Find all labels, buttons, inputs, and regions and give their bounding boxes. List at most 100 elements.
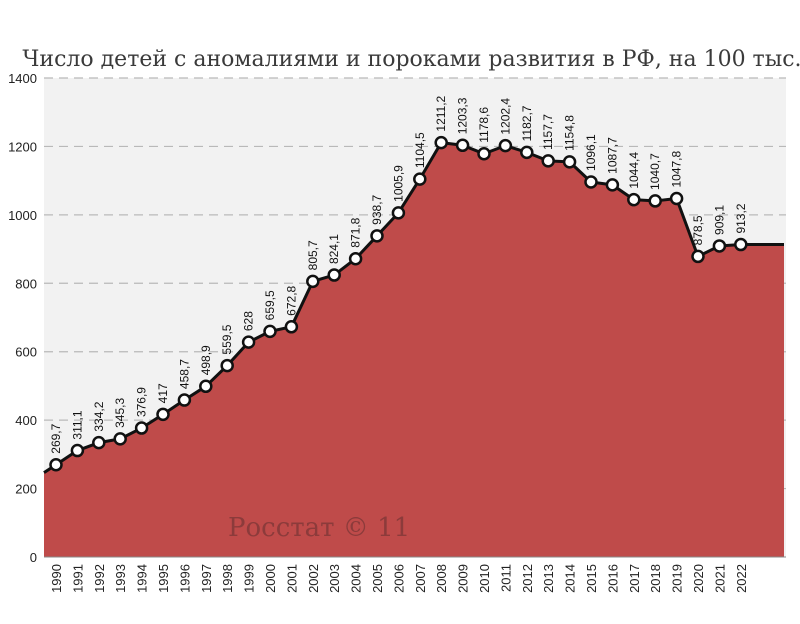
data-point xyxy=(541,154,555,168)
data-point xyxy=(627,192,641,207)
data-point xyxy=(177,393,192,407)
y-axis-ticks: 0 200 400 600 800 1000 1200 1400 xyxy=(8,71,37,565)
data-label: 1005,9 xyxy=(391,165,405,202)
data-label: 334,2 xyxy=(92,401,106,431)
data-point xyxy=(327,268,341,282)
data-point xyxy=(92,435,106,450)
data-points xyxy=(49,135,748,472)
y-tick-label: 1400 xyxy=(8,71,37,86)
data-label: 672,8 xyxy=(284,285,298,315)
data-label: 805,7 xyxy=(306,240,320,270)
data-point xyxy=(199,379,213,394)
x-tick-label: 2022 xyxy=(734,564,749,593)
x-tick-label: 2002 xyxy=(306,564,321,593)
x-tick-label: 2011 xyxy=(498,564,513,592)
data-point xyxy=(434,135,448,150)
data-point xyxy=(49,457,63,472)
x-tick-label: 1999 xyxy=(242,564,257,593)
x-tick-label: 2006 xyxy=(391,564,406,593)
data-label: 458,7 xyxy=(177,359,191,389)
data-point xyxy=(156,407,170,422)
data-point xyxy=(562,155,577,169)
x-tick-label: 1996 xyxy=(177,564,192,593)
x-tick-label: 1998 xyxy=(220,564,235,593)
data-label: 1178,6 xyxy=(477,107,491,143)
data-point xyxy=(691,249,705,264)
data-point xyxy=(648,194,662,208)
data-label: 1202,4 xyxy=(498,98,512,135)
data-point xyxy=(70,443,85,458)
data-label: 1096,1 xyxy=(584,134,598,171)
data-label: 1154,8 xyxy=(563,115,577,151)
data-point xyxy=(734,237,748,252)
y-tick-label: 1000 xyxy=(8,208,37,223)
data-label: 878,5 xyxy=(691,215,705,245)
x-tick-label: 2003 xyxy=(327,564,342,593)
data-label: 913,2 xyxy=(734,203,748,233)
x-tick-label: 2019 xyxy=(670,564,685,593)
data-point xyxy=(220,358,234,373)
data-point xyxy=(284,320,299,334)
x-tick-label: 2010 xyxy=(477,564,492,593)
data-label: 909,1 xyxy=(712,205,726,235)
data-point xyxy=(241,335,256,349)
data-label: 1203,3 xyxy=(456,97,470,134)
data-point xyxy=(263,324,277,339)
x-tick-label: 2013 xyxy=(541,564,556,593)
x-tick-label: 2014 xyxy=(563,564,578,593)
y-tick-label: 1200 xyxy=(8,139,37,154)
data-label: 498,9 xyxy=(199,345,213,375)
x-tick-label: 1990 xyxy=(49,564,64,593)
x-tick-label: 1992 xyxy=(92,564,107,593)
x-tick-label: 2016 xyxy=(605,564,620,593)
x-tick-label: 2000 xyxy=(263,564,278,593)
data-point xyxy=(413,172,427,186)
x-tick-label: 2005 xyxy=(370,564,385,593)
data-label: 1157,7 xyxy=(541,114,555,150)
data-label: 311,1 xyxy=(70,410,84,439)
data-point xyxy=(520,145,534,160)
data-point xyxy=(370,229,384,243)
y-tick-label: 0 xyxy=(30,550,37,565)
x-tick-label: 1994 xyxy=(135,564,150,593)
data-label: 269,7 xyxy=(49,423,63,453)
x-tick-label: 2001 xyxy=(284,564,299,593)
data-label: 824,1 xyxy=(327,234,341,264)
x-tick-label: 2008 xyxy=(434,564,449,593)
x-tick-label: 1997 xyxy=(199,564,214,593)
data-label: 1211,2 xyxy=(434,95,448,131)
data-label: 1044,4 xyxy=(627,152,641,189)
x-tick-label: 2012 xyxy=(520,564,535,593)
area-fill xyxy=(44,142,784,558)
data-label: 659,5 xyxy=(263,290,277,320)
data-label: 628 xyxy=(242,311,256,331)
chart-title: Число детей с аномалиями и пороками разв… xyxy=(22,47,800,72)
data-label: 417 xyxy=(156,383,170,403)
data-label: 1087,7 xyxy=(605,137,619,174)
x-tick-label: 1995 xyxy=(156,564,171,593)
data-point xyxy=(455,138,470,153)
data-label: 1040,7 xyxy=(648,153,662,190)
data-point xyxy=(669,191,684,206)
data-point xyxy=(477,147,491,161)
data-label: 1182,7 xyxy=(520,105,534,141)
y-tick-label: 800 xyxy=(15,276,37,291)
x-tick-label: 2020 xyxy=(691,564,706,593)
y-tick-label: 600 xyxy=(15,345,37,360)
x-axis-ticks: 1990 1991 1992 1993 1994 1995 1996 1997 1998 1999… xyxy=(49,564,749,593)
data-label: 559,5 xyxy=(220,324,234,354)
data-point xyxy=(134,421,149,435)
data-label: 1104,5 xyxy=(413,132,427,168)
y-tick-label: 400 xyxy=(15,413,37,428)
x-tick-label: 1991 xyxy=(70,564,85,593)
x-tick-label: 2021 xyxy=(712,564,727,593)
y-tick-label: 200 xyxy=(15,482,37,497)
x-tick-label: 2017 xyxy=(627,564,642,593)
data-label: 938,7 xyxy=(370,194,384,224)
x-tick-label: 2015 xyxy=(584,564,599,593)
data-label: 376,9 xyxy=(135,387,149,417)
data-point xyxy=(113,432,127,446)
data-label: 1047,8 xyxy=(670,150,684,187)
x-tick-label: 1993 xyxy=(113,564,128,593)
